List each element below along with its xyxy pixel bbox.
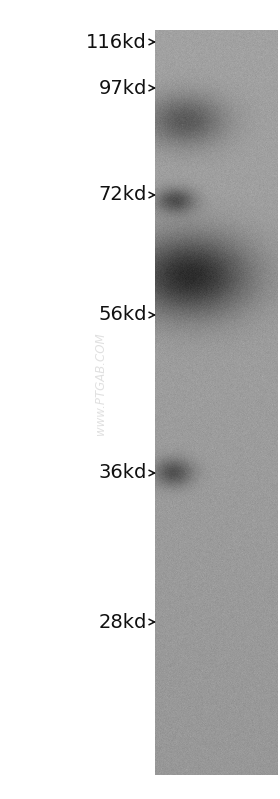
Text: 56kd: 56kd	[99, 305, 147, 324]
Text: 36kd: 36kd	[99, 463, 147, 483]
Text: 97kd: 97kd	[99, 78, 147, 97]
Text: 72kd: 72kd	[99, 185, 147, 205]
Text: 28kd: 28kd	[99, 613, 147, 631]
Text: 116kd: 116kd	[86, 33, 147, 51]
Text: www.PTGAB.COM: www.PTGAB.COM	[94, 332, 107, 435]
